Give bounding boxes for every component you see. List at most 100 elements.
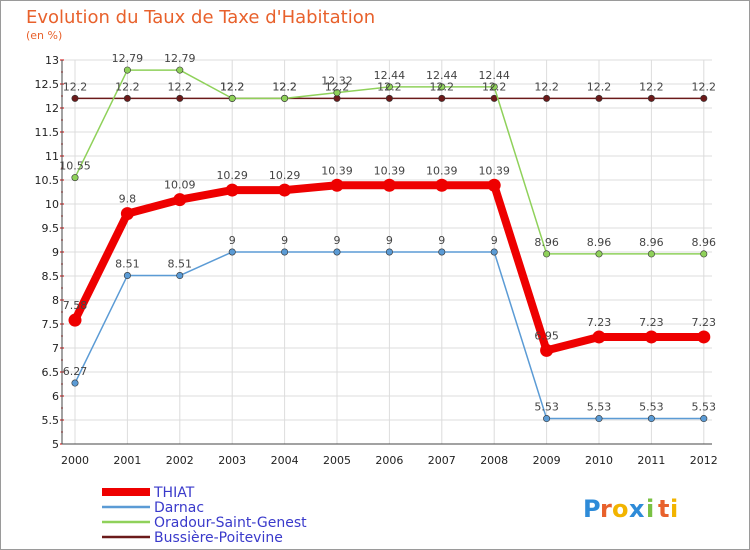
data-point-darnac: [281, 248, 289, 256]
data-point-bussiere-poitevine: [176, 94, 184, 102]
data-point-thiat: [225, 183, 239, 197]
data-label-bussiere-poitevine: 12.2: [430, 80, 455, 93]
x-tick-label: 2001: [113, 454, 141, 467]
data-label-darnac: 5.53: [534, 401, 559, 414]
data-label-bussiere-poitevine: 12.2: [482, 80, 507, 93]
data-label-oradour-saint-genest: 10.55: [59, 160, 91, 173]
y-tick-label: 10: [45, 198, 59, 211]
x-tick-label: 2012: [690, 454, 718, 467]
logo-letter: r: [600, 495, 612, 523]
legend-label: THIAT: [153, 485, 195, 501]
y-tick-label: 8: [52, 294, 59, 307]
data-label-darnac: 8.51: [115, 258, 140, 271]
data-point-oradour-saint-genest: [123, 66, 131, 74]
data-label-bussiere-poitevine: 12.2: [377, 80, 402, 93]
data-label-darnac: 8.51: [168, 258, 193, 271]
data-point-thiat: [435, 178, 449, 192]
data-point-bussiere-poitevine: [123, 94, 131, 102]
y-tick-label: 7.5: [42, 318, 60, 331]
data-label-oradour-saint-genest: 8.96: [534, 236, 559, 249]
unit-label: (en %): [26, 29, 62, 42]
data-point-thiat: [644, 330, 658, 344]
data-point-thiat: [697, 330, 711, 344]
data-label-thiat: 10.39: [426, 164, 458, 177]
x-tick-label: 2005: [323, 454, 351, 467]
data-point-oradour-saint-genest: [281, 94, 289, 102]
data-point-oradour-saint-genest: [438, 83, 446, 91]
data-point-bussiere-poitevine: [71, 94, 79, 102]
data-label-thiat: 10.09: [164, 179, 196, 192]
y-tick-label: 10.5: [35, 174, 60, 187]
y-tick-label: 6.5: [42, 366, 60, 379]
data-point-darnac: [176, 272, 184, 280]
data-label-darnac: 9: [281, 234, 288, 247]
data-label-thiat: 10.29: [216, 169, 248, 182]
data-point-bussiere-poitevine: [595, 94, 603, 102]
x-tick-label: 2008: [480, 454, 508, 467]
data-label-bussiere-poitevine: 12.2: [692, 80, 717, 93]
data-label-thiat: 10.39: [374, 164, 406, 177]
data-label-oradour-saint-genest: 12.44: [426, 69, 458, 82]
y-tick-label: 12: [45, 102, 59, 115]
y-tick-label: 7: [52, 342, 59, 355]
data-point-darnac: [385, 248, 393, 256]
legend-label: Darnac: [154, 500, 204, 516]
data-label-darnac: 5.53: [692, 401, 717, 414]
data-label-oradour-saint-genest: 12.79: [164, 52, 196, 65]
x-tick-label: 2004: [271, 454, 299, 467]
data-point-thiat: [173, 193, 187, 207]
data-point-oradour-saint-genest: [595, 250, 603, 258]
data-point-thiat: [382, 178, 396, 192]
data-point-bussiere-poitevine: [700, 94, 708, 102]
logo-letter: P: [583, 495, 601, 523]
chart-title: Evolution du Taux de Taxe d'Habitation: [26, 7, 375, 28]
y-tick-label: 11.5: [35, 126, 60, 139]
data-point-darnac: [700, 415, 708, 423]
data-point-oradour-saint-genest: [385, 83, 393, 91]
data-label-darnac: 9: [229, 234, 236, 247]
legend-label: Bussière-Poitevine: [154, 530, 283, 546]
data-point-bussiere-poitevine: [385, 94, 393, 102]
data-label-bussiere-poitevine: 12.2: [115, 80, 140, 93]
data-label-oradour-saint-genest: 8.96: [639, 236, 664, 249]
data-label-oradour-saint-genest: 12.32: [321, 75, 353, 88]
x-tick-label: 2000: [61, 454, 89, 467]
logo-letter: o: [612, 495, 629, 523]
data-point-oradour-saint-genest: [176, 66, 184, 74]
data-label-thiat: 6.95: [534, 329, 559, 342]
data-point-darnac: [123, 272, 131, 280]
data-point-thiat: [68, 313, 82, 327]
data-label-oradour-saint-genest: 12.2: [220, 80, 245, 93]
data-label-oradour-saint-genest: 12.2: [272, 80, 297, 93]
data-label-thiat: 10.29: [269, 169, 301, 182]
y-tick-label: 5.5: [42, 414, 60, 427]
data-label-thiat: 10.39: [321, 164, 353, 177]
data-point-oradour-saint-genest: [490, 83, 498, 91]
data-label-darnac: 5.53: [639, 401, 664, 414]
data-label-thiat: 7.58: [63, 299, 88, 312]
x-tick-label: 2009: [533, 454, 561, 467]
data-label-darnac: 9: [386, 234, 393, 247]
data-point-bussiere-poitevine: [543, 94, 551, 102]
data-point-oradour-saint-genest: [543, 250, 551, 258]
data-point-oradour-saint-genest: [700, 250, 708, 258]
data-point-darnac: [438, 248, 446, 256]
data-label-darnac: 5.53: [587, 401, 612, 414]
data-point-bussiere-poitevine: [647, 94, 655, 102]
data-point-oradour-saint-genest: [228, 94, 236, 102]
y-tick-label: 13: [45, 54, 59, 67]
data-label-bussiere-poitevine: 12.2: [534, 80, 559, 93]
data-label-darnac: 9: [491, 234, 498, 247]
data-label-bussiere-poitevine: 12.2: [587, 80, 612, 93]
data-label-oradour-saint-genest: 12.44: [478, 69, 510, 82]
y-tick-label: 12.5: [35, 78, 60, 91]
x-tick-label: 2011: [637, 454, 665, 467]
data-label-bussiere-poitevine: 12.2: [272, 80, 297, 93]
y-tick-label: 8.5: [42, 270, 60, 283]
data-label-darnac: 9: [334, 234, 341, 247]
data-label-darnac: 6.27: [63, 365, 88, 378]
x-tick-label: 2002: [166, 454, 194, 467]
data-label-thiat: 7.23: [639, 316, 664, 329]
y-tick-label: 9: [52, 246, 59, 259]
